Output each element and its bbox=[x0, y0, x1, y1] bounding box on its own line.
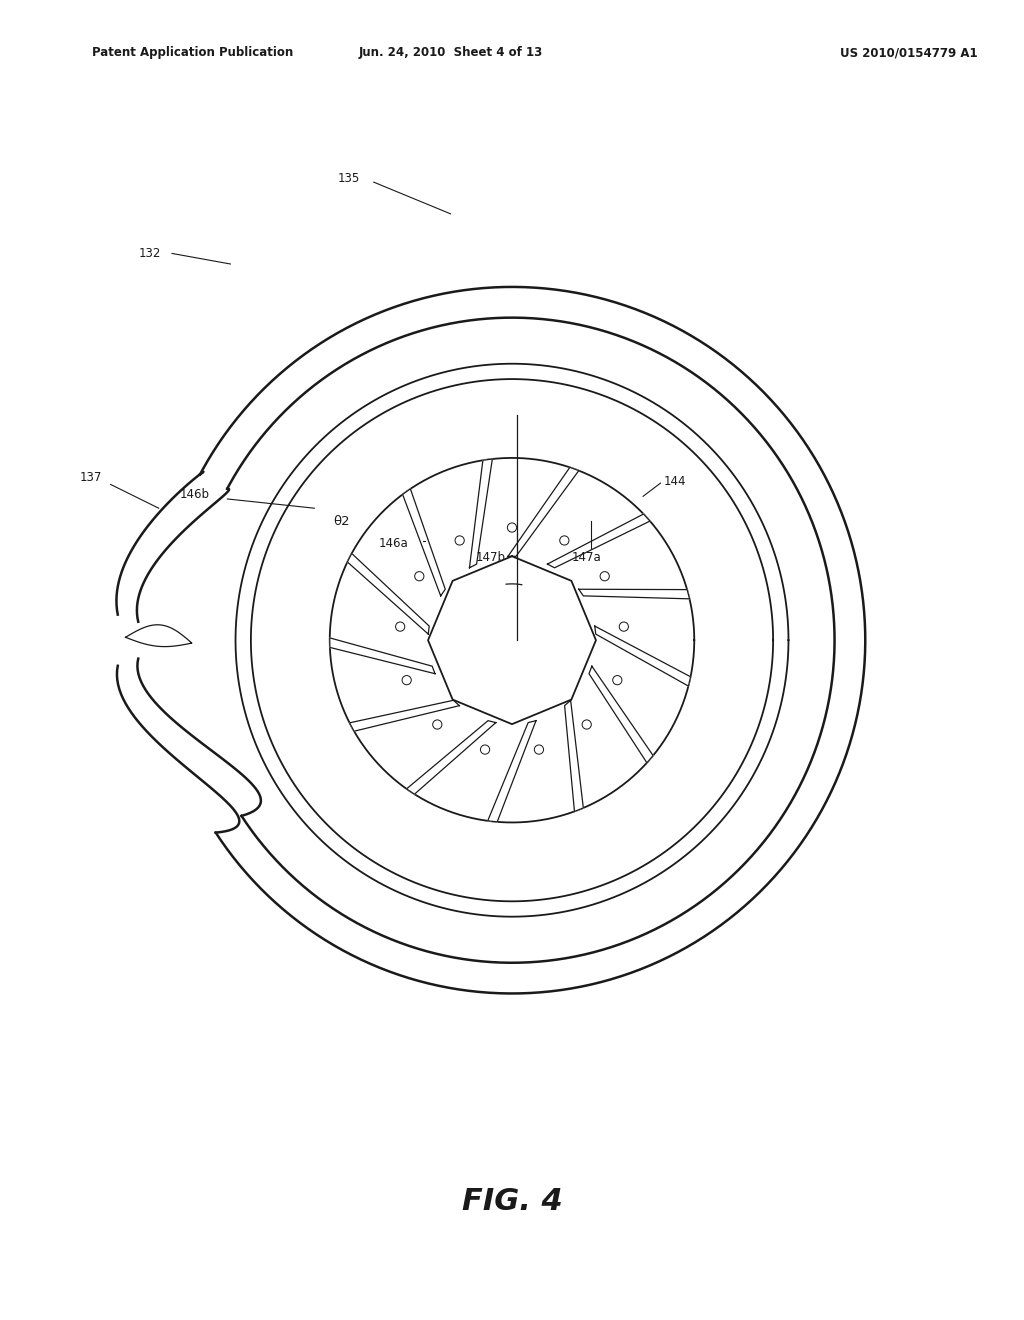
Text: Jun. 24, 2010  Sheet 4 of 13: Jun. 24, 2010 Sheet 4 of 13 bbox=[358, 46, 543, 59]
Text: 147b: 147b bbox=[476, 550, 506, 564]
Polygon shape bbox=[508, 467, 579, 556]
Text: 135: 135 bbox=[338, 172, 360, 185]
Polygon shape bbox=[428, 556, 596, 725]
Polygon shape bbox=[564, 701, 584, 812]
Polygon shape bbox=[330, 638, 435, 673]
Polygon shape bbox=[349, 701, 460, 731]
Polygon shape bbox=[126, 624, 191, 647]
Polygon shape bbox=[347, 553, 429, 634]
Polygon shape bbox=[487, 721, 536, 822]
Polygon shape bbox=[579, 589, 689, 599]
Text: US 2010/0154779 A1: US 2010/0154779 A1 bbox=[840, 46, 977, 59]
Text: 144: 144 bbox=[664, 475, 686, 488]
Polygon shape bbox=[407, 721, 496, 795]
Polygon shape bbox=[589, 667, 653, 763]
Polygon shape bbox=[402, 488, 445, 595]
Text: Patent Application Publication: Patent Application Publication bbox=[92, 46, 294, 59]
Polygon shape bbox=[469, 459, 493, 568]
Text: 146b: 146b bbox=[179, 488, 209, 502]
Text: 137: 137 bbox=[80, 471, 102, 484]
Text: 147a: 147a bbox=[571, 550, 601, 564]
Text: 132: 132 bbox=[138, 247, 161, 260]
Text: FIG. 4: FIG. 4 bbox=[462, 1187, 562, 1216]
Text: θ2: θ2 bbox=[333, 515, 349, 528]
Polygon shape bbox=[548, 513, 650, 568]
Text: 146a: 146a bbox=[379, 537, 409, 550]
Polygon shape bbox=[595, 626, 690, 686]
